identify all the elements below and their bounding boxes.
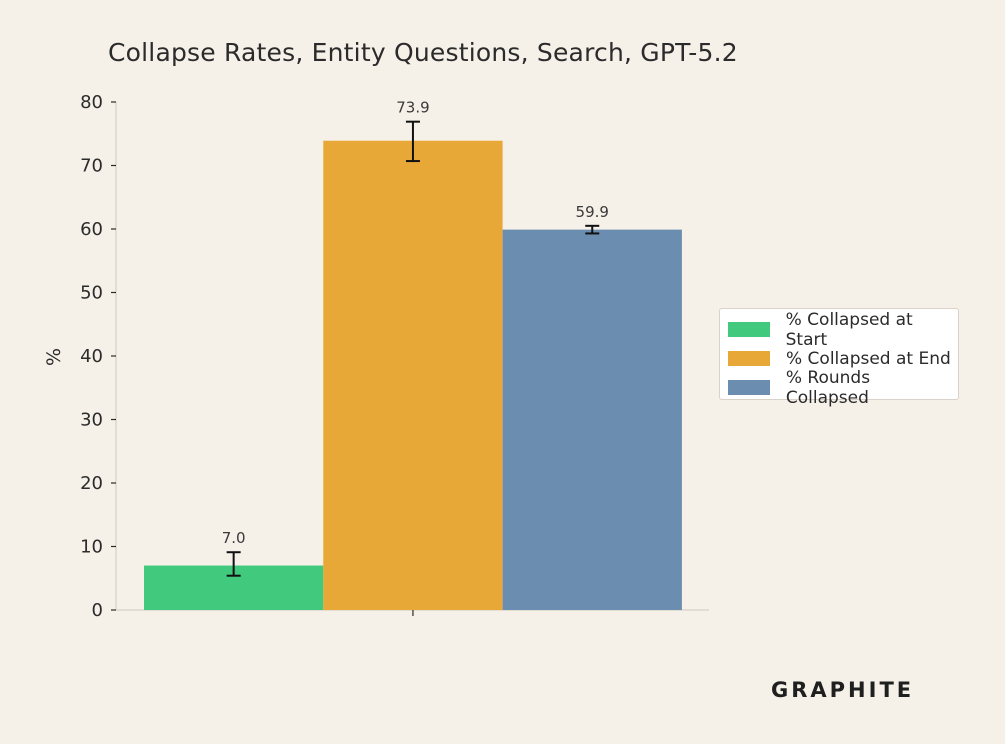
y-tick-label: 50 (80, 283, 103, 304)
data-labels: 7.0 73.9 59.9 (222, 99, 609, 548)
legend-swatch (728, 322, 770, 337)
legend-item: % Rounds Collapsed (728, 368, 958, 408)
y-tick-label: 60 (80, 219, 103, 240)
legend-item: % Collapsed at End (728, 344, 958, 373)
error-bars (226, 120, 600, 577)
legend-swatch (728, 380, 770, 395)
legend: % Collapsed at Start% Collapsed at End% … (719, 308, 959, 408)
chart-title: Collapse Rates, Entity Questions, Search… (108, 38, 738, 67)
y-tick-label: 0 (92, 600, 103, 621)
data-label: 59.9 (576, 203, 609, 221)
bars (144, 140, 682, 611)
y-tick-label: 40 (80, 346, 103, 367)
legend-item: % Collapsed at Start (728, 310, 958, 350)
y-tick-label: 30 (80, 410, 103, 431)
data-label: 73.9 (396, 99, 429, 117)
legend-label: % Rounds Collapsed (785, 367, 871, 408)
data-label: 7.0 (222, 529, 246, 547)
y-tick-label: 80 (80, 92, 103, 113)
y-axis-label: % (43, 348, 65, 366)
y-tick-label: 10 (80, 537, 103, 558)
bar (502, 229, 682, 610)
y-tick-label: 20 (80, 473, 103, 494)
legend-label: % Collapsed at End (786, 348, 951, 369)
legend-label: % Collapsed at Start (785, 309, 913, 350)
y-tick-label: 70 (80, 156, 103, 177)
legend-swatch (728, 351, 770, 366)
brand-logo: GRAPHITE (771, 678, 915, 702)
bar (323, 140, 503, 611)
